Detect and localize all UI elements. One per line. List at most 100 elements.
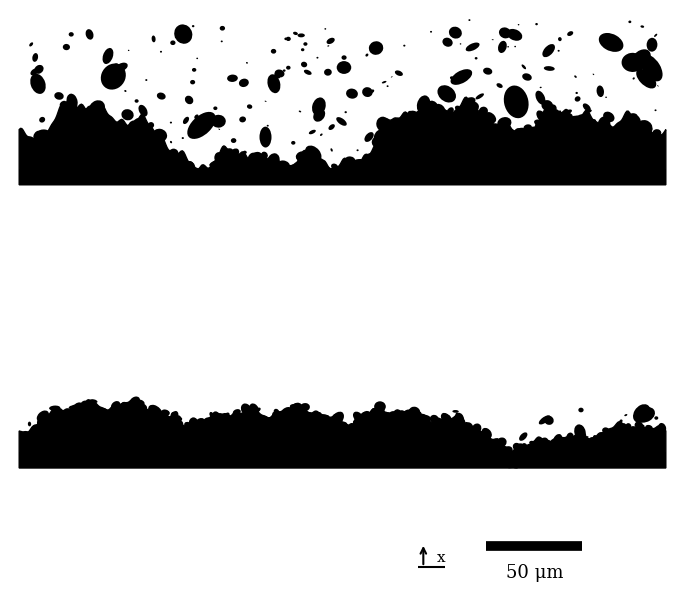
Ellipse shape — [527, 443, 537, 454]
Ellipse shape — [505, 451, 515, 466]
Ellipse shape — [222, 413, 228, 418]
Ellipse shape — [130, 399, 140, 406]
Ellipse shape — [64, 411, 66, 412]
Ellipse shape — [521, 64, 526, 69]
Ellipse shape — [371, 416, 373, 419]
Ellipse shape — [606, 122, 608, 125]
Ellipse shape — [219, 128, 220, 130]
Ellipse shape — [645, 425, 653, 430]
Ellipse shape — [89, 405, 99, 414]
Ellipse shape — [244, 412, 247, 415]
Ellipse shape — [407, 417, 418, 431]
Ellipse shape — [225, 415, 232, 421]
Ellipse shape — [40, 131, 44, 134]
Ellipse shape — [498, 41, 507, 53]
Ellipse shape — [549, 104, 557, 113]
Ellipse shape — [532, 440, 539, 448]
Ellipse shape — [186, 163, 193, 169]
Ellipse shape — [32, 53, 38, 62]
Ellipse shape — [79, 404, 84, 408]
Ellipse shape — [497, 439, 499, 440]
Ellipse shape — [517, 133, 530, 141]
Ellipse shape — [120, 403, 124, 406]
Ellipse shape — [130, 397, 140, 405]
Ellipse shape — [544, 66, 555, 71]
Ellipse shape — [523, 446, 528, 453]
Ellipse shape — [66, 109, 75, 120]
Ellipse shape — [37, 418, 49, 428]
Ellipse shape — [54, 92, 64, 100]
Ellipse shape — [123, 403, 128, 408]
Ellipse shape — [541, 437, 548, 444]
Ellipse shape — [336, 117, 347, 126]
Ellipse shape — [591, 437, 596, 442]
Ellipse shape — [637, 121, 640, 123]
Ellipse shape — [434, 111, 438, 114]
Ellipse shape — [438, 85, 456, 103]
Ellipse shape — [220, 26, 225, 31]
Ellipse shape — [30, 68, 38, 76]
Ellipse shape — [222, 148, 233, 154]
Ellipse shape — [228, 148, 239, 160]
Ellipse shape — [290, 167, 293, 170]
Ellipse shape — [213, 106, 217, 110]
Ellipse shape — [215, 418, 227, 433]
Ellipse shape — [621, 53, 644, 72]
Ellipse shape — [560, 439, 569, 447]
Ellipse shape — [164, 152, 179, 167]
Text: x: x — [437, 551, 446, 565]
Ellipse shape — [602, 427, 609, 434]
Ellipse shape — [485, 112, 496, 123]
Ellipse shape — [373, 407, 384, 420]
Ellipse shape — [286, 166, 290, 169]
Ellipse shape — [103, 408, 105, 412]
Ellipse shape — [553, 434, 562, 443]
Ellipse shape — [34, 130, 45, 143]
Ellipse shape — [345, 111, 347, 113]
Ellipse shape — [206, 416, 219, 428]
Ellipse shape — [275, 70, 284, 77]
Ellipse shape — [283, 70, 286, 72]
Ellipse shape — [465, 422, 468, 425]
Ellipse shape — [593, 436, 599, 445]
Ellipse shape — [558, 112, 571, 128]
Ellipse shape — [148, 122, 154, 128]
Ellipse shape — [38, 130, 51, 136]
Ellipse shape — [325, 167, 332, 174]
Ellipse shape — [360, 412, 371, 422]
Ellipse shape — [68, 32, 74, 37]
Ellipse shape — [550, 441, 553, 443]
Ellipse shape — [290, 404, 301, 412]
Ellipse shape — [333, 166, 337, 169]
Ellipse shape — [400, 409, 412, 421]
Ellipse shape — [182, 137, 184, 139]
Ellipse shape — [32, 425, 42, 435]
Ellipse shape — [629, 113, 638, 118]
Ellipse shape — [501, 446, 508, 452]
Ellipse shape — [241, 414, 244, 416]
Ellipse shape — [85, 399, 92, 407]
Ellipse shape — [353, 412, 364, 423]
Ellipse shape — [452, 113, 456, 116]
Ellipse shape — [46, 415, 53, 422]
Ellipse shape — [354, 420, 358, 422]
Ellipse shape — [469, 19, 471, 21]
Ellipse shape — [274, 73, 280, 79]
Ellipse shape — [436, 115, 443, 121]
Ellipse shape — [625, 426, 636, 438]
Ellipse shape — [98, 408, 108, 417]
Ellipse shape — [118, 121, 124, 124]
Ellipse shape — [482, 114, 495, 127]
Ellipse shape — [503, 446, 512, 458]
Ellipse shape — [525, 447, 535, 455]
Ellipse shape — [215, 413, 227, 425]
Ellipse shape — [282, 407, 290, 413]
Ellipse shape — [417, 413, 425, 418]
Ellipse shape — [434, 420, 436, 422]
Ellipse shape — [300, 403, 310, 412]
Ellipse shape — [476, 431, 486, 443]
Ellipse shape — [66, 94, 77, 110]
Ellipse shape — [224, 415, 229, 418]
Ellipse shape — [636, 123, 650, 134]
Ellipse shape — [233, 409, 240, 415]
